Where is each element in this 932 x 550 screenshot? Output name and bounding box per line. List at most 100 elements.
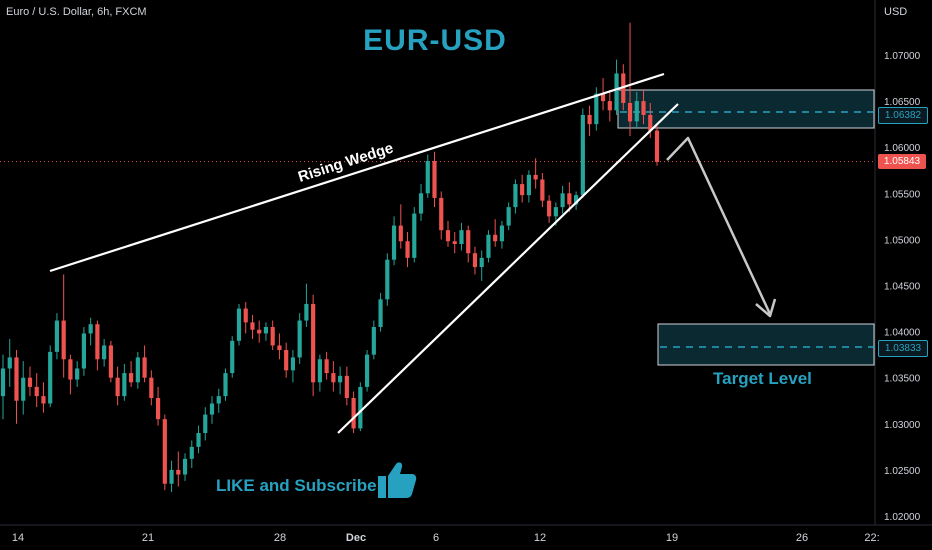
- candle-body: [574, 195, 579, 205]
- candle-body: [0, 368, 6, 397]
- candle-body: [627, 102, 633, 122]
- subscribe-cta: LIKE and Subscribe: [216, 462, 417, 498]
- candle-body: [412, 213, 417, 258]
- candle-body: [7, 357, 12, 369]
- symbol-legend[interactable]: Euro / U.S. Dollar, 6h, FXCM: [6, 6, 147, 18]
- candle-body: [277, 345, 282, 351]
- x-tick-label: 19: [666, 532, 678, 544]
- candle-body: [459, 230, 464, 245]
- x-tick-label: 26: [796, 532, 808, 544]
- candle-body: [506, 207, 511, 226]
- candle-body: [263, 326, 269, 334]
- candle-body: [236, 308, 242, 341]
- candle-body: [176, 469, 181, 475]
- candle-body: [41, 396, 46, 404]
- wedge-lower-line: [337, 103, 679, 434]
- candle-body: [452, 241, 457, 245]
- chart-title: EUR-USD: [363, 24, 507, 57]
- candle-body: [311, 303, 316, 383]
- candle-body: [14, 357, 19, 401]
- candle-body: [418, 193, 424, 214]
- wedge-label: Rising Wedge: [296, 140, 395, 186]
- candle-body: [594, 93, 599, 125]
- y-tick-label: 1.06500: [884, 97, 921, 108]
- candle-body: [364, 354, 370, 387]
- candle-body: [54, 320, 60, 352]
- candle-body: [297, 320, 302, 358]
- candle-body: [129, 373, 134, 383]
- candle-body: [445, 230, 451, 242]
- candle-body: [122, 373, 127, 397]
- candle-body: [600, 93, 606, 102]
- candle-body: [472, 253, 478, 268]
- candle-body: [95, 324, 100, 360]
- candle-body: [567, 193, 572, 205]
- candle-body: [614, 73, 619, 111]
- projection-path: [666, 136, 772, 315]
- x-tick-label: 12: [534, 532, 546, 544]
- candle-body: [654, 130, 660, 162]
- candle-body: [34, 386, 39, 397]
- candle-body: [479, 257, 484, 268]
- x-tick-label: 14: [12, 532, 24, 544]
- candle-body: [27, 377, 33, 387]
- y-tick-label: 1.06000: [884, 143, 921, 154]
- candle-body: [486, 234, 491, 258]
- target-price-badge: 1.03833: [878, 340, 928, 357]
- y-tick-label: 1.03000: [884, 420, 921, 431]
- candle-body: [466, 230, 471, 254]
- candle-body: [304, 303, 309, 321]
- candle-body: [560, 193, 565, 208]
- candle-body: [108, 345, 113, 378]
- candle-body: [513, 184, 518, 208]
- candle-body: [169, 469, 174, 484]
- currency-label: USD: [884, 6, 908, 18]
- candle-body: [533, 174, 538, 180]
- candle-body: [250, 322, 255, 330]
- candle-body: [398, 225, 403, 242]
- candle-body: [142, 357, 147, 378]
- candle-body: [378, 299, 383, 327]
- candle-body: [331, 373, 336, 383]
- candle-body: [162, 419, 167, 484]
- y-tick-label: 1.03500: [884, 374, 921, 385]
- current-price-badge: 1.05843: [878, 154, 926, 169]
- candle-body: [641, 101, 646, 115]
- candle-body: [135, 357, 140, 383]
- y-tick-label: 1.02000: [884, 512, 921, 523]
- subscribe-text: LIKE and Subscribe: [216, 476, 377, 495]
- candle-body: [493, 234, 498, 242]
- candle-body: [439, 197, 444, 231]
- wedge-upper-line: [49, 72, 665, 273]
- candle-body: [149, 377, 154, 398]
- candle-body: [48, 351, 53, 404]
- candle-body: [520, 184, 525, 196]
- x-tick-label: 22:: [864, 532, 879, 544]
- candle-body: [155, 397, 161, 420]
- candle-body: [203, 414, 208, 434]
- x-tick-label: Dec: [346, 532, 366, 544]
- x-tick-label: 21: [142, 532, 154, 544]
- candle-body: [88, 324, 93, 334]
- candle-body: [196, 433, 201, 447]
- candle-body: [182, 458, 188, 475]
- candle-body: [290, 357, 296, 371]
- candle-body: [68, 359, 73, 380]
- x-tick-label: 6: [433, 532, 439, 544]
- candle-body: [587, 114, 592, 125]
- y-tick-label: 1.02500: [884, 466, 921, 477]
- y-tick-label: 1.07000: [884, 51, 921, 62]
- candle-body: [223, 373, 228, 397]
- candle-body: [75, 368, 80, 380]
- projection-arrowhead: [755, 298, 777, 318]
- candle-body: [607, 101, 612, 111]
- candle-body: [61, 320, 66, 360]
- candle-body: [216, 396, 221, 404]
- candle-body: [634, 101, 639, 122]
- y-tick-label: 1.04500: [884, 282, 921, 293]
- y-tick-label: 1.05000: [884, 235, 921, 246]
- candle-body: [324, 359, 329, 374]
- x-tick-label: 28: [274, 532, 286, 544]
